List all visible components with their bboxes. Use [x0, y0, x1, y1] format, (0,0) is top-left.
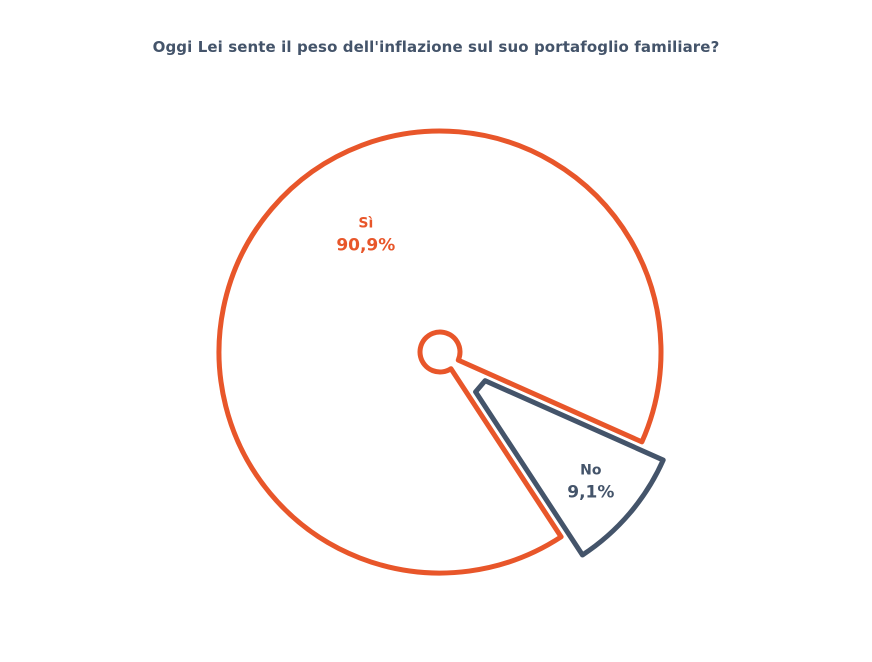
- slice-value-no: 9,1%: [567, 482, 614, 502]
- slice-value-si: 90,9%: [336, 235, 395, 255]
- chart-title: Oggi Lei sente il peso dell'inflazione s…: [152, 38, 720, 56]
- pie-slice-si: [216, 128, 664, 576]
- slice-label-no: No: [580, 462, 602, 478]
- slice-label-si: Sì: [358, 215, 373, 231]
- pie-slice-no: [473, 378, 666, 558]
